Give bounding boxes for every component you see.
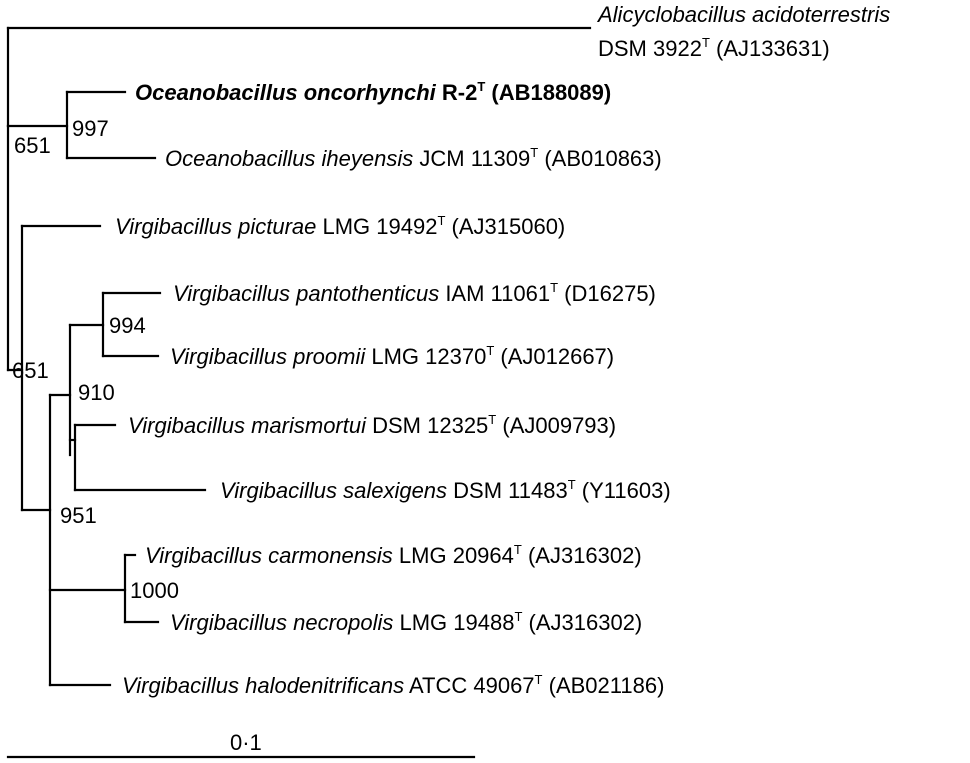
tree-branches bbox=[6, 26, 592, 687]
bootstrap-oceano-pair: 997 bbox=[72, 116, 109, 141]
taxon-v-necropolis: Virgibacillus necropolis LMG 19488T (AJ3… bbox=[170, 609, 642, 635]
taxon-v-pantothenticus: Virgibacillus pantothenticus IAM 11061T … bbox=[173, 280, 656, 306]
taxon-v-marismortui: Virgibacillus marismortui DSM 12325T (AJ… bbox=[128, 412, 616, 438]
taxon-v-carmonensis: Virgibacillus carmonensis LMG 20964T (AJ… bbox=[145, 542, 642, 568]
taxon-labels: Alicyclobacillus acidoterrestris DSM 392… bbox=[115, 2, 890, 698]
taxon-v-proomii: Virgibacillus proomii LMG 12370T (AJ0126… bbox=[170, 343, 614, 369]
bootstrap-carmo-necro: 1000 bbox=[130, 578, 179, 603]
bootstrap-panto-proomii: 994 bbox=[109, 313, 146, 338]
bootstrap-labels: 651 997 651 994 910 951 1000 bbox=[12, 116, 179, 603]
taxon-o-iheyensis: Oceanobacillus iheyensis JCM 11309T (AB0… bbox=[165, 145, 662, 171]
scale-bar-label: 0·1 bbox=[230, 730, 262, 755]
scale-bar: 0·1 bbox=[6, 730, 476, 759]
taxon-v-picturae: Virgibacillus picturae LMG 19492T (AJ315… bbox=[115, 213, 565, 239]
taxon-alicyclobacillus: Alicyclobacillus acidoterrestris bbox=[596, 2, 890, 27]
taxon-alicyclobacillus-strain: DSM 3922T (AJ133631) bbox=[598, 35, 830, 61]
bootstrap-oceano-outer: 651 bbox=[14, 133, 51, 158]
bootstrap-virgi-inner: 951 bbox=[60, 503, 97, 528]
bootstrap-virgi-outer: 651 bbox=[12, 358, 49, 383]
taxon-v-halodenitrificans: Virgibacillus halodenitrificans ATCC 490… bbox=[122, 672, 664, 698]
bootstrap-panto-group: 910 bbox=[78, 380, 115, 405]
taxon-o-oncorhynchi: Oceanobacillus oncorhynchi R-2T (AB18808… bbox=[135, 79, 611, 105]
taxon-v-salexigens: Virgibacillus salexigens DSM 11483T (Y11… bbox=[220, 477, 671, 503]
